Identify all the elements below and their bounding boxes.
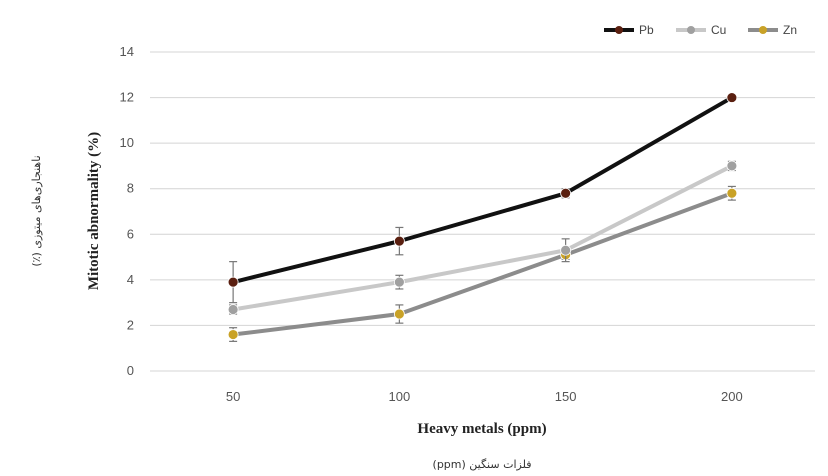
series-group [227,92,738,342]
legend: Pb Cu Zn [604,23,797,37]
x-tick-50: 50 [226,389,240,404]
x-tick-100: 100 [389,389,411,404]
y-tick-4: 4 [127,272,134,287]
x-axis-label: Heavy metals (ppm) [417,421,546,437]
line-Zn [232,191,733,337]
legend-item-Cu: Cu [676,23,726,37]
point-Pb-100 [393,235,405,247]
legend-item-Zn: Zn [748,23,797,37]
y-tick-10: 10 [120,135,134,150]
point-Cu-150 [560,244,572,256]
y-tick-12: 12 [120,90,134,105]
x-tick-150: 150 [555,389,577,404]
line-Pb [232,95,733,285]
y-tick-14: 14 [120,44,134,59]
legend-marker-Pb [615,26,623,34]
y-tick-8: 8 [127,181,134,196]
x-tick-labels: 50 100 150 200 [226,389,743,404]
legend-label-Zn: Zn [783,23,797,37]
grid-lines [150,51,815,372]
point-Pb-200 [726,92,738,103]
point-Cu-50 [227,304,239,315]
y-axis-label: Mitotic abnormality (%) [86,132,102,290]
y-tick-labels: 0 2 4 6 8 10 12 14 [120,44,134,378]
y-axis-label-secondary: ناهنجاری‌های میتوزی (٪) [30,155,43,266]
point-Pb-150 [560,187,572,199]
legend-item-Pb: Pb [604,23,654,37]
point-Zn-50 [227,329,239,340]
y-tick-0: 0 [127,363,134,378]
x-tick-200: 200 [721,389,743,404]
point-Zn-100 [393,308,405,320]
series-Cu [227,160,738,315]
legend-marker-Zn [759,26,767,34]
point-Cu-200 [726,160,738,172]
series-Pb [227,92,738,304]
point-Zn-200 [726,187,738,199]
y-tick-2: 2 [127,317,134,332]
line-Cu [232,164,733,312]
legend-label-Pb: Pb [639,23,654,37]
legend-label-Cu: Cu [711,23,726,37]
y-tick-6: 6 [127,226,134,241]
point-Pb-50 [227,276,239,288]
x-axis-label-secondary: فلزات سنگین (ppm) [433,458,532,471]
point-Cu-100 [393,276,405,288]
legend-marker-Cu [687,26,695,34]
